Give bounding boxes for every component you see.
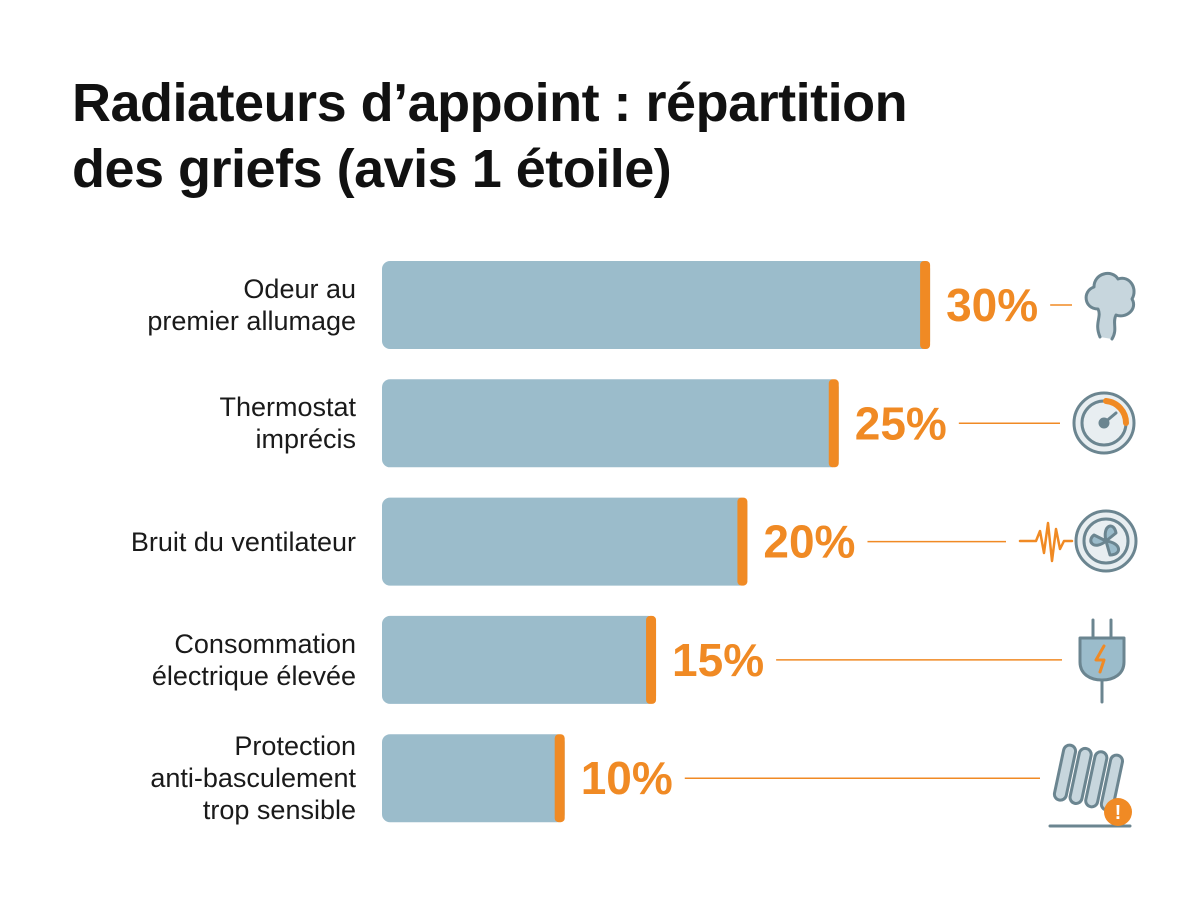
value-label: 15% [672, 634, 764, 686]
chart-title: Radiateurs d’appoint : répartition des g… [72, 73, 908, 199]
bar [382, 261, 931, 349]
bar-cap [646, 615, 657, 704]
bar-group: 25% [382, 379, 1060, 468]
bar-cap [554, 734, 565, 823]
bar [382, 379, 839, 468]
value-label: 10% [581, 752, 673, 804]
category-label: Consommation électrique élevée [151, 628, 356, 691]
category-label: Protection anti-basculement trop sensibl… [150, 731, 356, 826]
svg-text:!: ! [1115, 802, 1122, 824]
bar-cap [828, 379, 839, 468]
icon-smoke [1084, 271, 1136, 341]
bar [382, 615, 657, 704]
icon-radiator: ! [1048, 743, 1132, 828]
category-label: Thermostat imprécis [219, 392, 356, 455]
bar-group: 10% [382, 734, 1040, 823]
bar-group: 30% [382, 261, 1072, 349]
category-label: Bruit du ventilateur [130, 526, 356, 557]
bar-group: 20% [382, 497, 1006, 586]
bar-cap [920, 261, 931, 349]
value-label: 25% [855, 397, 947, 449]
category-label: Odeur au premier allumage [147, 274, 356, 336]
icon-fan [1018, 509, 1138, 573]
bar-cap [737, 497, 748, 586]
bar-group: 15% [382, 615, 1062, 704]
value-label: 20% [763, 516, 855, 568]
icon-gauge [1072, 391, 1136, 455]
value-label: 30% [946, 279, 1038, 331]
bar [382, 734, 565, 823]
icon-plug [1078, 618, 1126, 704]
bar [382, 497, 748, 586]
